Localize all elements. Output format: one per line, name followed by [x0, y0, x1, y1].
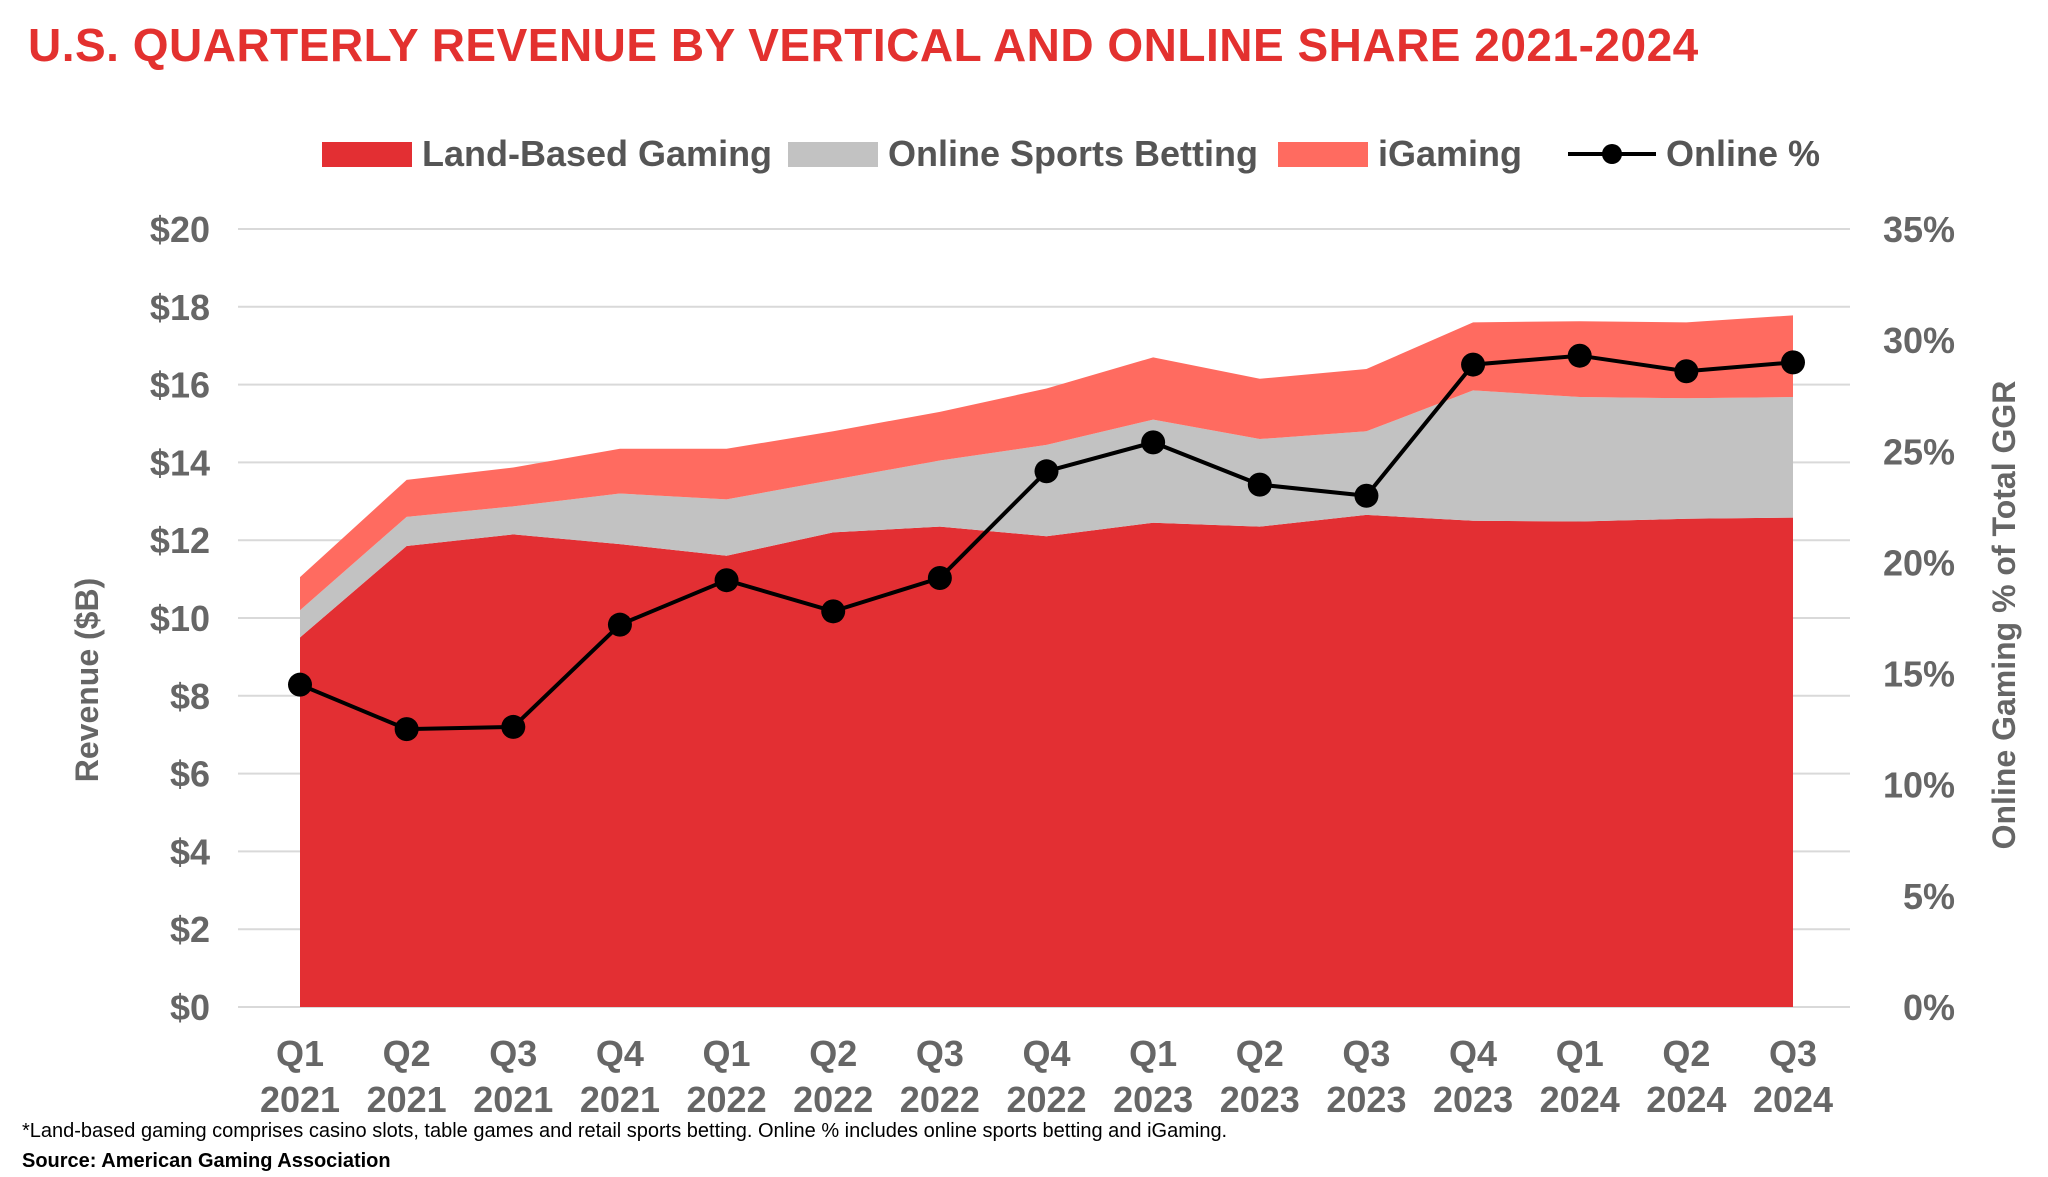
point-online-percent [927, 565, 952, 590]
point-online-percent [1247, 472, 1272, 497]
y-axis-right-title: Online Gaming % of Total GGR [1986, 381, 2022, 850]
x-tick-label: Q1 2022 [687, 1033, 767, 1120]
legend-label-igaming: iGaming [1378, 133, 1522, 174]
point-online-percent [1461, 352, 1486, 377]
y-left-tick-label: $12 [150, 520, 210, 561]
y-left-tick-label: $2 [170, 909, 210, 950]
point-online-percent [1781, 350, 1805, 375]
legend-label-sports-betting: Online Sports Betting [888, 133, 1258, 174]
y-axis-right: 0% 5% 10% 15% 20% 25% 30% 35% [1883, 209, 1955, 1028]
y-right-tick-label: 20% [1883, 542, 1955, 583]
legend-marker-online [1602, 144, 1622, 164]
y-right-tick-label: 15% [1883, 654, 1955, 695]
point-online-percent [1141, 430, 1166, 455]
x-tick-label: Q3 2022 [900, 1033, 980, 1120]
point-online-percent [607, 612, 632, 637]
area-land-based [300, 514, 1793, 1007]
x-tick-label: Q1 2023 [1113, 1033, 1193, 1120]
x-tick-label: Q3 2021 [473, 1033, 553, 1120]
y-axis-left: $0 $2 $4 $6 $8 $10 $12 $14 $16 $18 $20 [150, 209, 210, 1028]
point-online-percent [394, 717, 419, 742]
y-left-tick-label: $0 [170, 987, 210, 1028]
legend-swatch-igaming [1278, 142, 1368, 167]
x-tick-label: Q3 2023 [1326, 1033, 1406, 1120]
x-tick-label: Q3 2024 [1753, 1033, 1833, 1120]
x-tick-label: Q1 2021 [260, 1033, 340, 1120]
point-online-percent [1674, 359, 1699, 384]
y-left-tick-label: $8 [170, 676, 210, 717]
y-left-tick-label: $18 [150, 287, 210, 328]
y-left-tick-label: $14 [150, 442, 210, 483]
legend-label-land-based: Land-Based Gaming [422, 133, 772, 174]
y-left-tick-label: $20 [150, 209, 210, 250]
y-right-tick-label: 0% [1903, 987, 1955, 1028]
online-line-group [288, 343, 1805, 742]
point-online-percent [714, 568, 739, 593]
y-right-tick-label: 35% [1883, 209, 1955, 250]
chart-title: U.S. QUARTERLY REVENUE BY VERTICAL AND O… [28, 19, 1699, 71]
legend-label-online: Online % [1666, 133, 1820, 174]
x-tick-label: Q2 2022 [793, 1033, 873, 1120]
area-igaming [300, 315, 1793, 611]
point-online-percent [1567, 343, 1592, 368]
x-axis: Q1 2021 Q2 2021 Q3 2021 Q4 2021 Q1 2022 Q2 2022 Q3 20… [260, 1033, 1833, 1120]
x-tick-label: Q4 2023 [1433, 1033, 1513, 1120]
point-online-percent [1354, 483, 1379, 508]
x-tick-label: Q4 2021 [580, 1033, 660, 1120]
y-left-tick-label: $16 [150, 365, 210, 406]
footnote: *Land-based gaming comprises casino slot… [22, 1120, 1228, 1142]
area-sports-betting [300, 390, 1793, 638]
x-tick-label: Q4 2022 [1006, 1033, 1086, 1120]
point-online-percent [821, 599, 846, 624]
legend-swatch-land-based [322, 142, 412, 167]
x-tick-label: Q2 2023 [1220, 1033, 1300, 1120]
point-online-percent [501, 714, 526, 739]
legend: Land-Based Gaming Online Sports Betting … [322, 133, 1820, 174]
y-right-tick-label: 25% [1883, 431, 1955, 472]
y-right-tick-label: 10% [1883, 765, 1955, 806]
point-online-percent [288, 672, 312, 697]
x-tick-label: Q2 2021 [367, 1033, 447, 1120]
legend-swatch-sports-betting [788, 142, 878, 167]
point-online-percent [1034, 459, 1059, 484]
y-left-tick-label: $6 [170, 754, 210, 795]
x-tick-label: Q2 2024 [1646, 1033, 1726, 1120]
area-series-group [300, 315, 1793, 1007]
y-right-tick-label: 5% [1903, 876, 1955, 917]
y-left-tick-label: $10 [150, 598, 210, 639]
y-left-tick-label: $4 [170, 831, 210, 872]
y-axis-left-title: Revenue ($B) [69, 578, 105, 783]
x-tick-label: Q1 2024 [1540, 1033, 1620, 1120]
y-right-tick-label: 30% [1883, 320, 1955, 361]
source-note: Source: American Gaming Association [22, 1150, 391, 1172]
